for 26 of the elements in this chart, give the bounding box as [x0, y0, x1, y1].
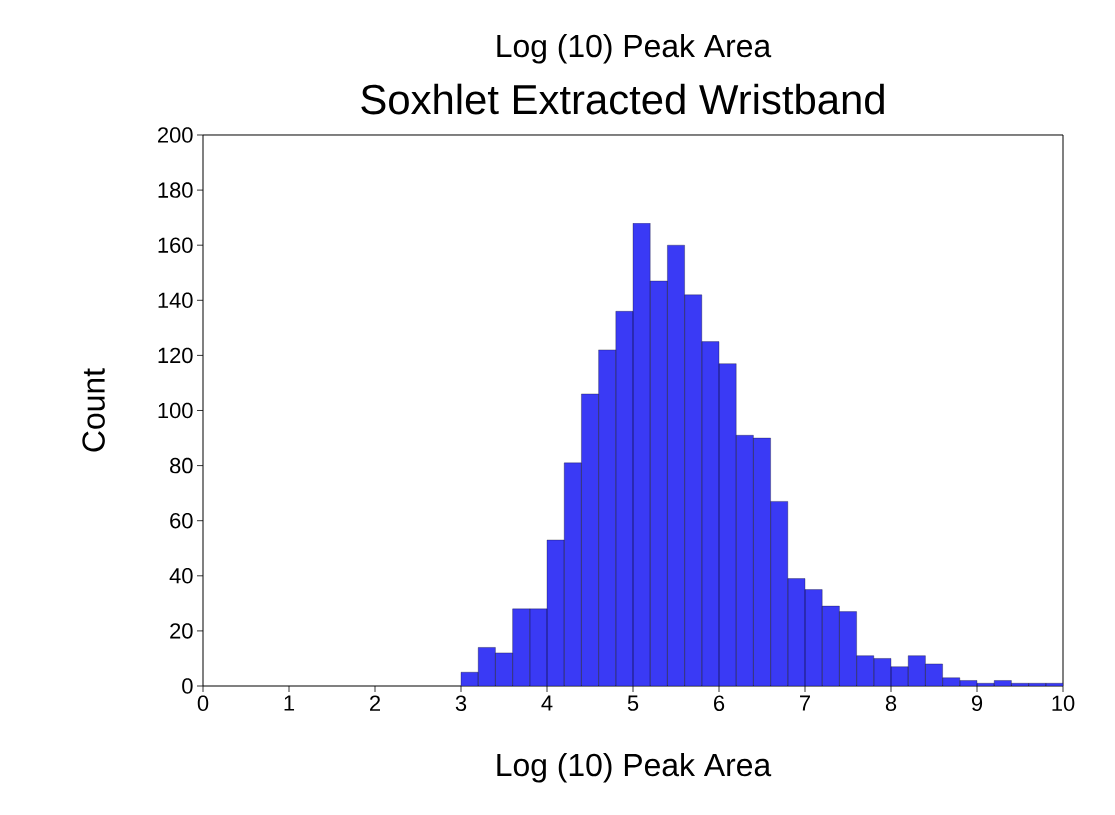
x-tick-label: 1: [284, 695, 295, 711]
x-tick-label: 8: [885, 695, 897, 712]
x-tick-label: 10: [1052, 695, 1075, 712]
y-axis-title: Count: [82, 368, 105, 452]
y-tick-label: 200: [158, 127, 193, 143]
x-tick-label: 9: [971, 695, 983, 712]
y-tick-label: 160: [158, 237, 193, 253]
chart-title: Soxhlet Extracted Wristband: [361, 83, 884, 115]
x-tick-label: 4: [541, 695, 553, 711]
x-tick-label: 7: [800, 695, 811, 711]
y-tick-label: 60: [170, 512, 193, 529]
y-tick-label: 20: [170, 623, 193, 639]
x-tick-label: 5: [627, 695, 639, 711]
y-tick-label: 140: [158, 292, 193, 309]
y-tick-label: 80: [170, 457, 193, 474]
y-tick-label: 100: [158, 402, 193, 419]
y-tick-label: 40: [169, 568, 193, 584]
y-tick-label: 120: [158, 347, 193, 364]
x-tick-label: 6: [714, 695, 725, 712]
y-tick-label: 180: [158, 182, 193, 198]
y-tick-label: 0: [182, 678, 193, 694]
x-axis-title: Log (10) Peak Area: [497, 752, 772, 783]
x-tick-label: 2: [370, 695, 380, 711]
chart-subtitle: Log (10) Peak Area: [497, 33, 772, 64]
x-tick-label: 0: [197, 695, 209, 712]
x-tick-label: 3: [455, 695, 467, 712]
